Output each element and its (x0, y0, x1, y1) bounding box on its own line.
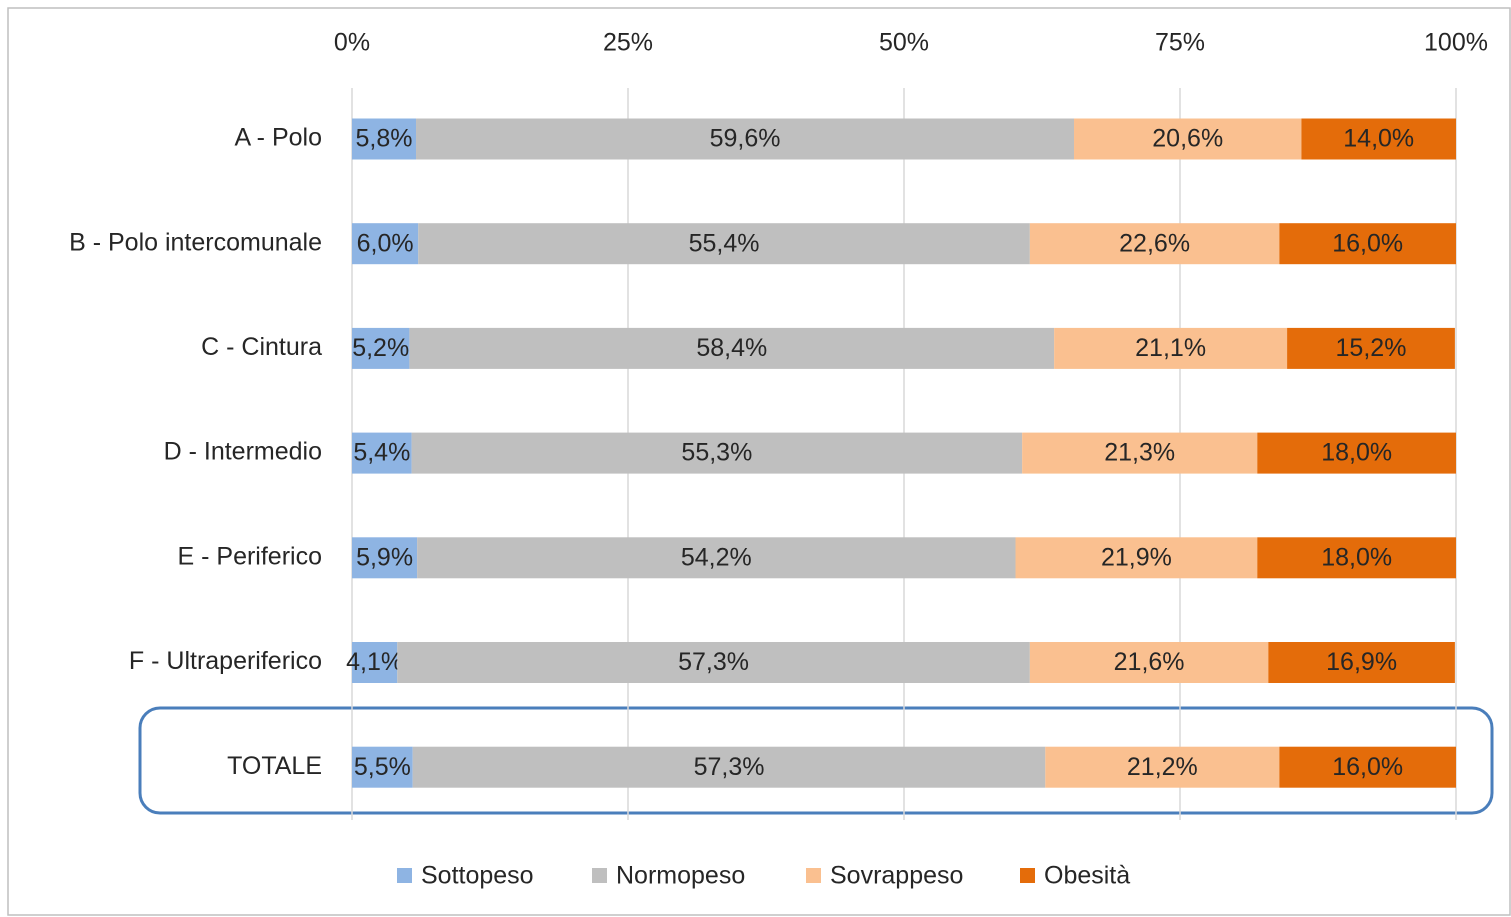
legend-label: Sovrappeso (830, 862, 963, 890)
bar-segment (1045, 746, 1280, 788)
data-label: 21,3% (1104, 439, 1175, 467)
data-label: 21,9% (1101, 543, 1172, 571)
bar-segment (1279, 746, 1456, 788)
bar-segment (409, 327, 1055, 369)
legend-label: Obesità (1044, 862, 1130, 890)
bar-segment (397, 642, 1030, 683)
bar-segment (417, 537, 1016, 579)
data-label: 16,0% (1332, 229, 1403, 257)
bar-segment (1015, 537, 1258, 579)
legend-swatch (592, 868, 607, 883)
bar-segment (411, 432, 1023, 474)
bar-segment (1074, 118, 1302, 160)
y-tick-label: B - Polo intercomunale (69, 228, 322, 256)
bar-segment (352, 746, 413, 788)
data-label: 5,4% (353, 439, 410, 467)
bar-segment (1301, 118, 1456, 160)
legend-swatch (806, 868, 821, 883)
x-tick-label: 0% (334, 29, 370, 57)
data-label: 57,3% (678, 648, 749, 676)
bar-segment (352, 537, 418, 579)
data-label: 55,3% (681, 439, 752, 467)
bar-segment (352, 432, 412, 474)
data-label: 55,4% (689, 229, 760, 257)
data-label: 22,6% (1119, 229, 1190, 257)
data-label: 20,6% (1152, 125, 1223, 153)
bar-segment (1257, 432, 1456, 474)
data-label: 5,8% (356, 125, 413, 153)
y-tick-label: C - Cintura (201, 333, 322, 361)
data-label: 21,6% (1114, 648, 1185, 676)
data-label: 18,0% (1321, 439, 1392, 467)
y-tick-label: F - Ultraperiferico (129, 647, 322, 675)
bar-segment (1268, 642, 1455, 683)
data-label: 15,2% (1336, 334, 1407, 362)
data-label: 16,0% (1332, 753, 1403, 781)
chart-border (7, 7, 1511, 916)
x-tick-label: 100% (1424, 29, 1488, 57)
x-tick-label: 50% (879, 29, 929, 57)
legend-label: Normopeso (616, 862, 745, 890)
bar-segment (1022, 432, 1258, 474)
data-label: 21,1% (1135, 334, 1206, 362)
bar-segment (1287, 327, 1455, 369)
bar-segment (418, 223, 1030, 265)
bar-segment (416, 118, 1075, 160)
bar-segment (1257, 537, 1456, 579)
bar-segment (352, 642, 398, 683)
data-label: 16,9% (1326, 648, 1397, 676)
bar-segment (352, 118, 417, 160)
data-label: 21,2% (1127, 753, 1198, 781)
bar-segment (1029, 223, 1280, 265)
data-label: 59,6% (710, 125, 781, 153)
legend-swatch (397, 868, 412, 883)
x-tick-label: 75% (1155, 29, 1205, 57)
data-label: 5,2% (352, 334, 409, 362)
y-tick-label: TOTALE (227, 752, 322, 780)
bar-segment (1279, 223, 1456, 265)
data-label: 5,5% (354, 753, 411, 781)
bar-segment (412, 746, 1046, 788)
data-label: 5,9% (356, 543, 413, 571)
bar-segment (352, 223, 419, 265)
bar-segment (352, 327, 410, 369)
y-tick-label: D - Intermedio (164, 438, 322, 466)
highlight-box (138, 706, 1494, 815)
legend-swatch (1020, 868, 1035, 883)
legend-label: Sottopeso (421, 862, 534, 890)
data-label: 58,4% (696, 334, 767, 362)
bar-segment (1029, 642, 1269, 683)
data-label: 4,1% (346, 648, 403, 676)
x-tick-label: 25% (603, 29, 653, 57)
data-label: 18,0% (1321, 543, 1392, 571)
y-tick-label: E - Periferico (178, 542, 322, 570)
data-label: 54,2% (681, 543, 752, 571)
bar-segment (1054, 327, 1288, 369)
y-tick-label: A - Polo (234, 124, 322, 152)
data-label: 14,0% (1343, 125, 1414, 153)
data-label: 57,3% (694, 753, 765, 781)
data-label: 6,0% (357, 229, 414, 257)
